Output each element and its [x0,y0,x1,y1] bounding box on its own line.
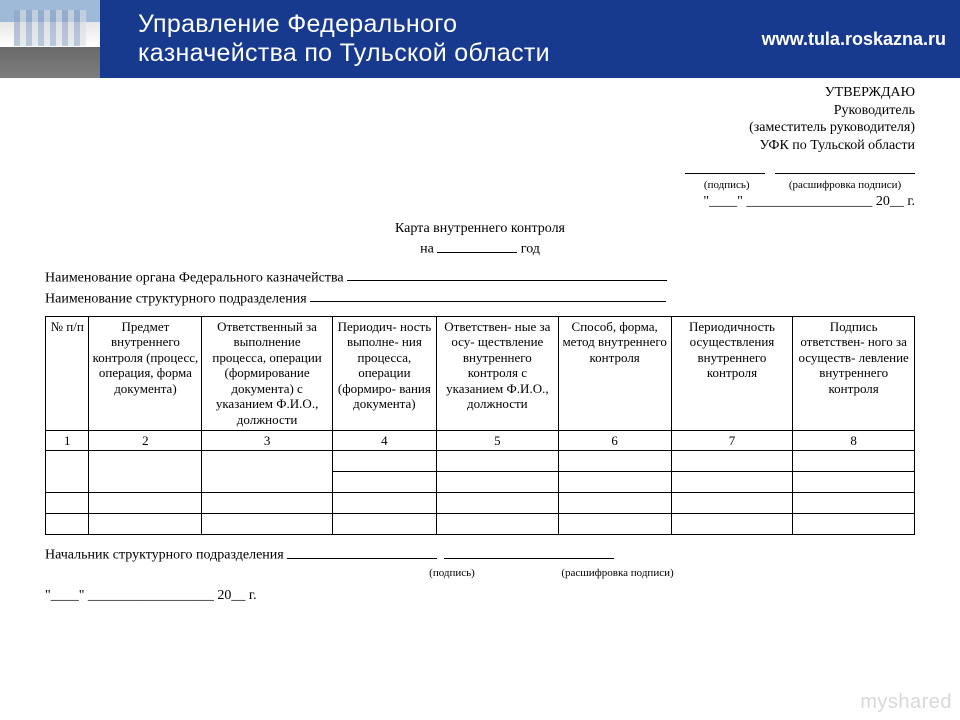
table-colnum-cell: 2 [89,430,202,451]
table-colnum-cell: 5 [437,430,559,451]
table-cell [558,451,671,472]
table-cell [558,514,671,535]
table-cell [671,451,793,472]
table-cell [46,451,89,493]
banner-photo [0,0,100,78]
table-cell [793,514,915,535]
table-row [46,514,915,535]
table-header-cell: Подпись ответствен- ного за осуществ- ле… [793,316,915,430]
table-cell [89,514,202,535]
doc-title: Карта внутреннего контроля на год [45,220,915,259]
footer-block: Начальник структурного подразделения (по… [45,545,915,605]
banner-title-line1: Управление Федерального [138,10,457,38]
banner-url: www.tula.roskazna.ru [748,29,960,50]
table-cell [793,493,915,514]
table-number-row: 12345678 [46,430,915,451]
table-cell [46,514,89,535]
watermark: myshared [860,691,952,714]
table-cell [332,472,436,493]
table-cell [202,451,332,493]
table-header-cell: Периодичность осуществления внутреннего … [671,316,793,430]
table-colnum-cell: 6 [558,430,671,451]
meta-block: Наименование органа Федерального казначе… [45,268,915,310]
table-header-cell: Предмет внутреннего контроля (процесс, о… [89,316,202,430]
banner-title-line2: казначейства по Тульской области [138,39,550,67]
table-cell [332,451,436,472]
decipher-label: (расшифровка подписи) [775,179,915,193]
table-cell [793,472,915,493]
footer-sig-labels: (подпись) (расшифровка подписи) [45,566,915,581]
table-cell [332,493,436,514]
table-colnum-cell: 3 [202,430,332,451]
sig-label: (подпись) [687,179,767,193]
approve-signature-labels: (подпись) (расшифровка подписи) [45,179,915,193]
table-cell [46,493,89,514]
approve-role-sub: (заместитель руководителя) [45,119,915,137]
approve-org: УФК по Тульской области [45,137,915,155]
table-cell [89,451,202,493]
table-cell [89,493,202,514]
control-table: № п/пПредмет внутреннего контроля (проце… [45,316,915,536]
table-cell [437,472,559,493]
table-row [46,451,915,472]
approve-role: Руководитель [45,102,915,120]
table-header-cell: Способ, форма, метод внутреннего контрол… [558,316,671,430]
table-cell [793,451,915,472]
table-cell [202,514,332,535]
footer-date: "____" __________________ 20__ г. [45,587,915,606]
table-colnum-cell: 8 [793,430,915,451]
table-colnum-cell: 4 [332,430,436,451]
meta-line2: Наименование структурного подразделения [45,289,915,310]
table-cell [671,493,793,514]
table-row [46,493,915,514]
table-header-cell: № п/п [46,316,89,430]
doc-title-line1: Карта внутреннего контроля [45,220,915,239]
meta-line1: Наименование органа Федерального казначе… [45,268,915,289]
table-cell [558,472,671,493]
header-banner: Управление Федерального казначейства по … [0,0,960,78]
table-cell [202,493,332,514]
table-cell [437,514,559,535]
footer-chief-line: Начальник структурного подразделения [45,545,915,565]
table-cell [671,472,793,493]
table-cell [558,493,671,514]
approval-block: УТВЕРЖДАЮ Руководитель (заместитель руко… [45,84,915,210]
document-body: УТВЕРЖДАЮ Руководитель (заместитель руко… [0,78,960,605]
table-header-cell: Ответствен- ные за осу- ществление внутр… [437,316,559,430]
table-colnum-cell: 1 [46,430,89,451]
approve-heading: УТВЕРЖДАЮ [45,84,915,102]
table-header-cell: Периодич- ность выполне- ния процесса, о… [332,316,436,430]
table-colnum-cell: 7 [671,430,793,451]
approve-signature-line [45,160,915,179]
table-cell [437,493,559,514]
table-header-cell: Ответственный за выполнение процесса, оп… [202,316,332,430]
table-header-row: № п/пПредмет внутреннего контроля (проце… [46,316,915,430]
table-cell [437,451,559,472]
table-cell [332,514,436,535]
approve-date: "____" __________________ 20__ г. [45,193,915,211]
doc-title-line2: на год [45,239,915,259]
banner-title: Управление Федерального казначейства по … [100,10,748,69]
table-cell [671,514,793,535]
